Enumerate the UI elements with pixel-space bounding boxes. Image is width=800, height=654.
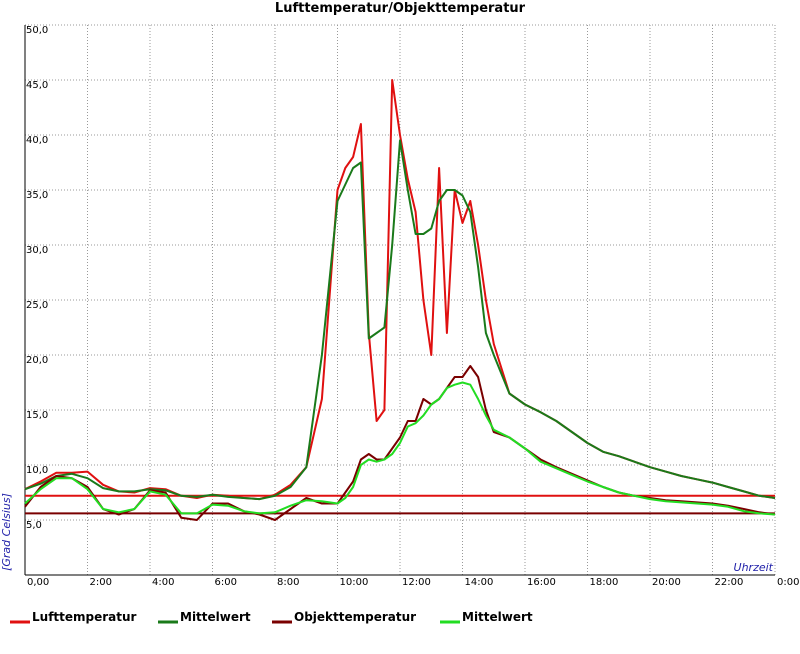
x-tick-label: 0,00 <box>27 577 49 588</box>
y-tick-label: 45,0 <box>26 80 48 91</box>
x-tick-label: 6:00 <box>215 577 237 588</box>
chart-title: Lufttemperatur/Objekttemperatur <box>275 1 526 16</box>
x-tick-label: 0:00 <box>777 577 799 588</box>
y-tick-label: 15,0 <box>26 410 48 421</box>
x-axis-label: Uhrzeit <box>734 561 774 574</box>
series-line <box>24 139 776 501</box>
x-tick-label: 14:00 <box>465 577 494 588</box>
y-tick-label: 10,0 <box>26 465 48 476</box>
x-tick-label: 4:00 <box>152 577 174 588</box>
y-tick-label: 30,0 <box>26 245 48 256</box>
x-tick-label: 22:00 <box>715 577 744 588</box>
y-tick-label: 35,0 <box>26 190 48 201</box>
legend-label: Mittelwert <box>180 610 251 624</box>
x-tick-label: 20:00 <box>652 577 681 588</box>
x-tick-label: 12:00 <box>402 577 431 588</box>
y-tick-label: 40,0 <box>26 135 48 146</box>
legend-label: Objekttemperatur <box>294 610 416 624</box>
x-tick-label: 18:00 <box>590 577 619 588</box>
x-tick-label: 2:00 <box>90 577 112 588</box>
y-tick-label: 20,0 <box>26 355 48 366</box>
y-tick-label: 5,0 <box>26 520 42 531</box>
legend-label: Lufttemperatur <box>32 610 137 624</box>
x-tick-label: 16:00 <box>527 577 556 588</box>
legend-label: Mittelwert <box>462 610 533 624</box>
x-tick-label: 8:00 <box>277 577 299 588</box>
x-tick-label: 10:00 <box>340 577 369 588</box>
y-axis-label: [Grad Celsius] <box>0 493 13 571</box>
series-line <box>24 381 776 516</box>
y-tick-label: 25,0 <box>26 300 48 311</box>
y-tick-label: 50,0 <box>26 25 48 36</box>
